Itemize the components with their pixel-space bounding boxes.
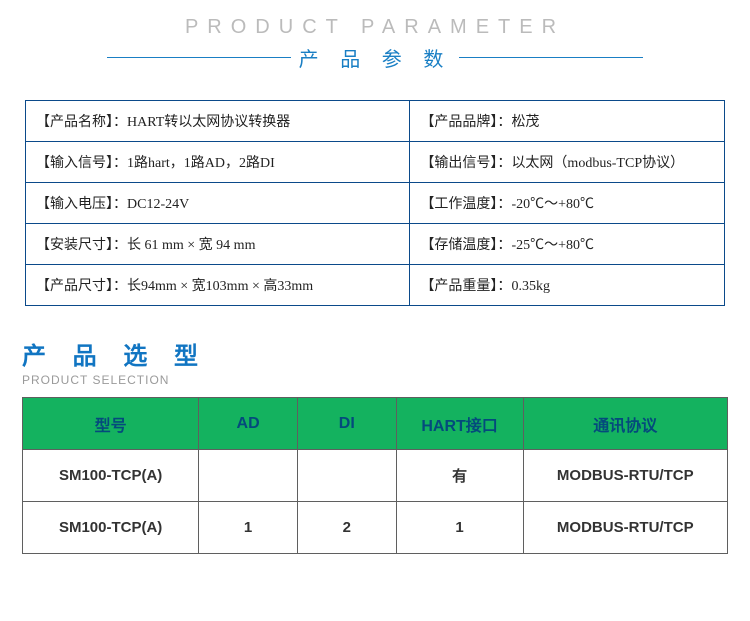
param-label: 【安装尺寸】： [36,238,127,253]
param-value: HART转以太网协议转换器 [127,115,290,130]
selection-cell: 1 [396,502,523,554]
selection-cell: SM100-TCP(A) [23,502,199,554]
param-label: 【输入电压】： [36,197,127,212]
param-label: 【产品尺寸】： [36,279,127,294]
param-label: 【产品名称】： [36,115,127,130]
section-selection-title: 产 品 选 型 PRODUCT SELECTION [22,336,750,387]
selection-cell: 2 [297,502,396,554]
parameters-table: 【产品名称】：HART转以太网协议转换器【产品品牌】：松茂【输入信号】：1路ha… [25,100,725,306]
param-value: -20℃～+80℃ [511,197,594,212]
param-value: -25℃～+80℃ [511,238,594,253]
selection-cell [199,450,298,502]
selection-cell [297,450,396,502]
header-block: PRODUCT PARAMETER 产 品 参 数 [0,16,750,72]
selection-header-cell: HART接口 [396,398,523,450]
selection-header-cell: AD [199,398,298,450]
param-cell-right: 【输出信号】：以太网（modbus-TCP协议） [410,142,725,183]
header-title-en: PRODUCT PARAMETER [0,16,750,39]
parameters-tbody: 【产品名称】：HART转以太网协议转换器【产品品牌】：松茂【输入信号】：1路ha… [26,101,725,306]
header-line-right [459,57,643,59]
param-row: 【输入电压】：DC12-24V【工作温度】：-20℃～+80℃ [26,183,725,224]
param-value: 长 61 mm × 宽 94 mm [127,238,255,253]
header-line-left [107,57,291,59]
section-title-zh: 产 品 选 型 [22,336,750,371]
selection-cell: MODBUS-RTU/TCP [523,502,727,554]
param-cell-right: 【存储温度】：-25℃～+80℃ [410,224,725,265]
param-label: 【产品重量】： [420,279,511,294]
selection-header-cell: DI [297,398,396,450]
param-value: 松茂 [511,115,539,130]
param-label: 【工作温度】： [420,197,511,212]
param-cell-right: 【产品品牌】：松茂 [410,101,725,142]
param-value: DC12-24V [127,197,189,212]
param-cell-left: 【产品名称】：HART转以太网协议转换器 [26,101,410,142]
param-cell-right: 【产品重量】：0.35kg [410,265,725,306]
section-title-en: PRODUCT SELECTION [22,373,750,387]
param-row: 【产品尺寸】：长94mm × 宽103mm × 高33mm【产品重量】：0.35… [26,265,725,306]
selection-header-cell: 型号 [23,398,199,450]
param-cell-left: 【安装尺寸】：长 61 mm × 宽 94 mm [26,224,410,265]
header-title-zh: 产 品 参 数 [297,43,454,72]
param-value: 1路hart，1路AD，2路DI [127,156,275,171]
selection-cell: MODBUS-RTU/TCP [523,450,727,502]
param-label: 【输出信号】： [420,156,511,171]
param-value: 以太网（modbus-TCP协议） [511,156,684,171]
selection-tbody: SM100-TCP(A)有MODBUS-RTU/TCPSM100-TCP(A)1… [23,450,728,554]
selection-header-cell: 通讯协议 [523,398,727,450]
param-row: 【产品名称】：HART转以太网协议转换器【产品品牌】：松茂 [26,101,725,142]
selection-row: SM100-TCP(A) 有MODBUS-RTU/TCP [23,450,728,502]
header-subtitle-row: 产 品 参 数 [0,43,750,72]
param-label: 【产品品牌】： [420,115,511,130]
param-cell-right: 【工作温度】：-20℃～+80℃ [410,183,725,224]
param-cell-left: 【产品尺寸】：长94mm × 宽103mm × 高33mm [26,265,410,306]
selection-header-row: 型号ADDIHART接口通讯协议 [23,398,728,450]
selection-cell: 有 [396,450,523,502]
selection-cell: 1 [199,502,298,554]
param-value: 长94mm × 宽103mm × 高33mm [127,279,313,294]
param-label: 【存储温度】： [420,238,511,253]
selection-cell: SM100-TCP(A) [23,450,199,502]
param-cell-left: 【输入电压】：DC12-24V [26,183,410,224]
param-row: 【输入信号】：1路hart，1路AD，2路DI【输出信号】：以太网（modbus… [26,142,725,183]
selection-row: SM100-TCP(A)121MODBUS-RTU/TCP [23,502,728,554]
param-label: 【输入信号】： [36,156,127,171]
selection-table: 型号ADDIHART接口通讯协议 SM100-TCP(A) 有MODBUS-RTU… [22,397,728,554]
param-row: 【安装尺寸】：长 61 mm × 宽 94 mm【存储温度】：-25℃～+80℃ [26,224,725,265]
param-cell-left: 【输入信号】：1路hart，1路AD，2路DI [26,142,410,183]
param-value: 0.35kg [511,279,550,294]
